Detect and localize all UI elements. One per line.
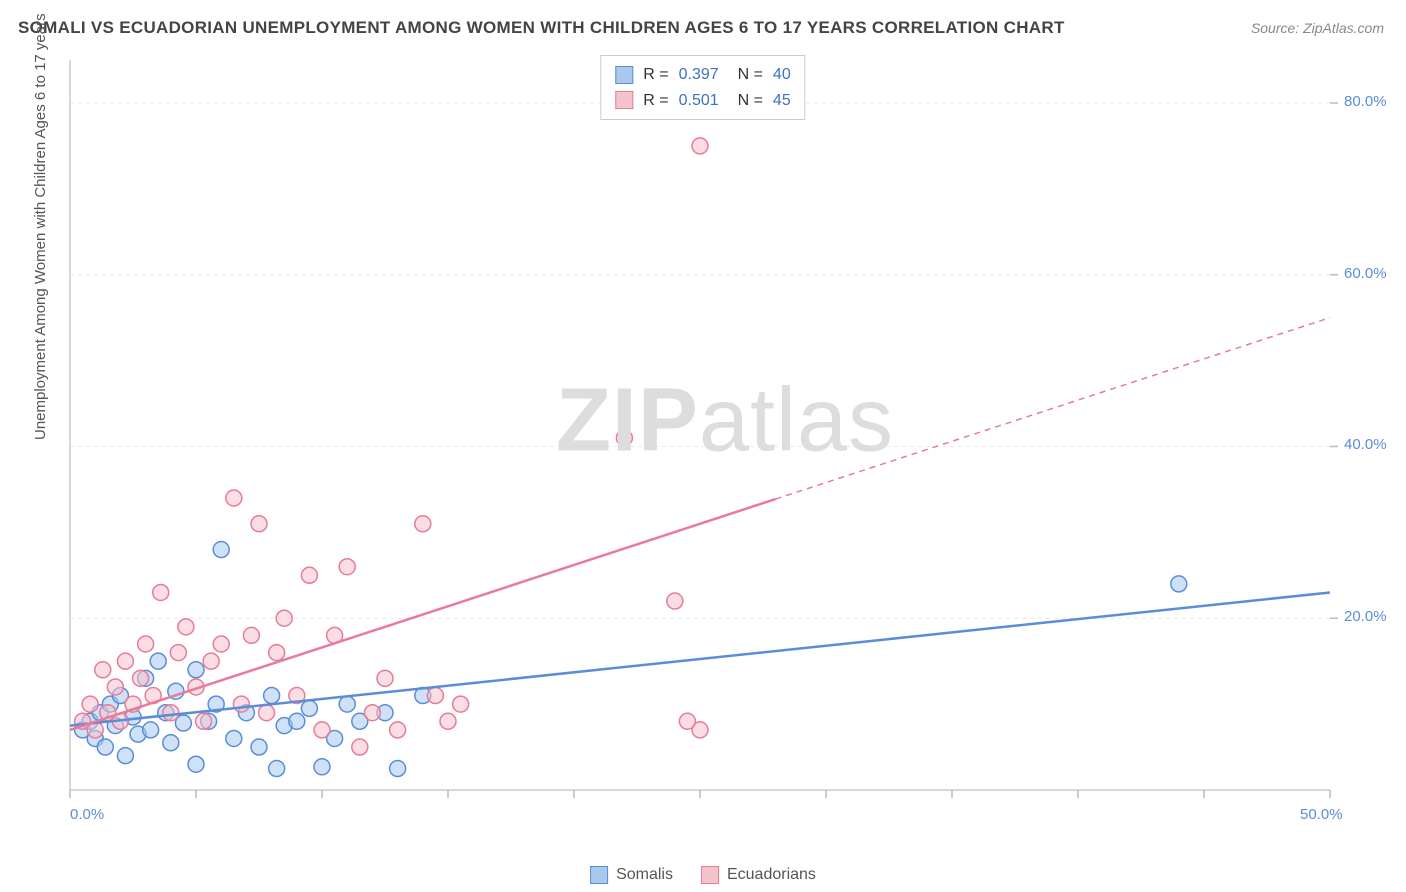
scatter-chart — [60, 50, 1390, 840]
x-tick-label: 0.0% — [70, 806, 104, 823]
legend-n-label: N = — [729, 62, 763, 88]
legend-row: R = 0.501 N = 45 — [615, 88, 790, 114]
correlation-legend: R = 0.397 N = 40R = 0.501 N = 45 — [600, 55, 805, 120]
legend-label: Somalis — [616, 866, 673, 884]
x-tick-label: 50.0% — [1300, 806, 1343, 823]
legend-r-value: 0.397 — [679, 62, 719, 88]
legend-n-value: 40 — [773, 62, 791, 88]
source-attribution: Source: ZipAtlas.com — [1251, 20, 1384, 36]
legend-n-value: 45 — [773, 88, 791, 114]
y-tick-label: 60.0% — [1344, 265, 1387, 282]
legend-r-label: R = — [643, 62, 668, 88]
legend-label: Ecuadorians — [727, 866, 816, 884]
chart-title: SOMALI VS ECUADORIAN UNEMPLOYMENT AMONG … — [18, 18, 1065, 38]
y-tick-label: 20.0% — [1344, 608, 1387, 625]
y-tick-label: 80.0% — [1344, 93, 1387, 110]
legend-item: Ecuadorians — [701, 866, 816, 884]
legend-n-label: N = — [729, 88, 763, 114]
y-tick-label: 40.0% — [1344, 436, 1387, 453]
legend-swatch — [590, 866, 608, 884]
legend-r-label: R = — [643, 88, 668, 114]
chart-container: ZIPatlas 0.0%50.0%20.0%40.0%60.0%80.0% — [60, 50, 1390, 840]
series-legend: Somalis Ecuadorians — [590, 866, 816, 884]
legend-swatch — [701, 866, 719, 884]
legend-item: Somalis — [590, 866, 673, 884]
legend-swatch — [615, 66, 633, 84]
y-axis-label: Unemployment Among Women with Children A… — [32, 13, 49, 440]
legend-row: R = 0.397 N = 40 — [615, 62, 790, 88]
legend-swatch — [615, 91, 633, 109]
legend-r-value: 0.501 — [679, 88, 719, 114]
